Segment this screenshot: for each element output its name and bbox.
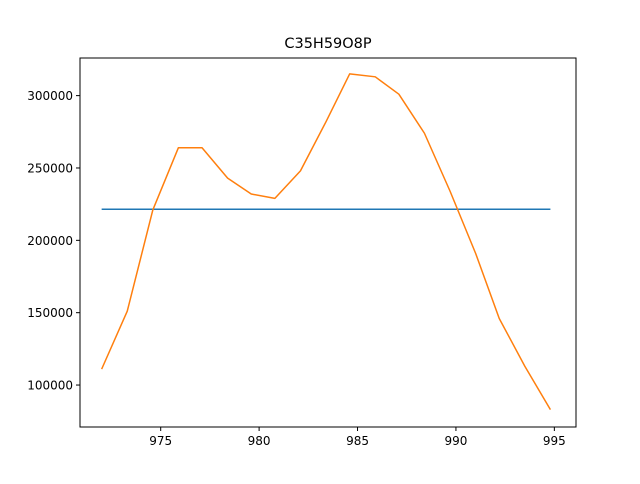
y-axis: 100000 150000 200000 250000 300000	[27, 89, 80, 393]
x-tick-label: 975	[149, 434, 172, 448]
y-tick-label: 300000	[27, 89, 73, 103]
plot-frame	[79, 57, 577, 428]
y-tick-label: 200000	[27, 234, 73, 248]
x-tick-label: 990	[444, 434, 467, 448]
y-tick-label: 250000	[27, 161, 73, 175]
x-tick-label: 985	[346, 434, 369, 448]
plot-area	[100, 73, 552, 411]
x-tick-label: 980	[248, 434, 271, 448]
y-tick-label: 150000	[27, 306, 73, 320]
series-line-2	[100, 73, 552, 411]
x-axis: 975 980 985 990 995	[149, 427, 566, 448]
chart-title: C35H59O8P	[284, 36, 372, 52]
x-tick-label: 995	[543, 434, 566, 448]
y-tick-label: 100000	[27, 379, 73, 393]
